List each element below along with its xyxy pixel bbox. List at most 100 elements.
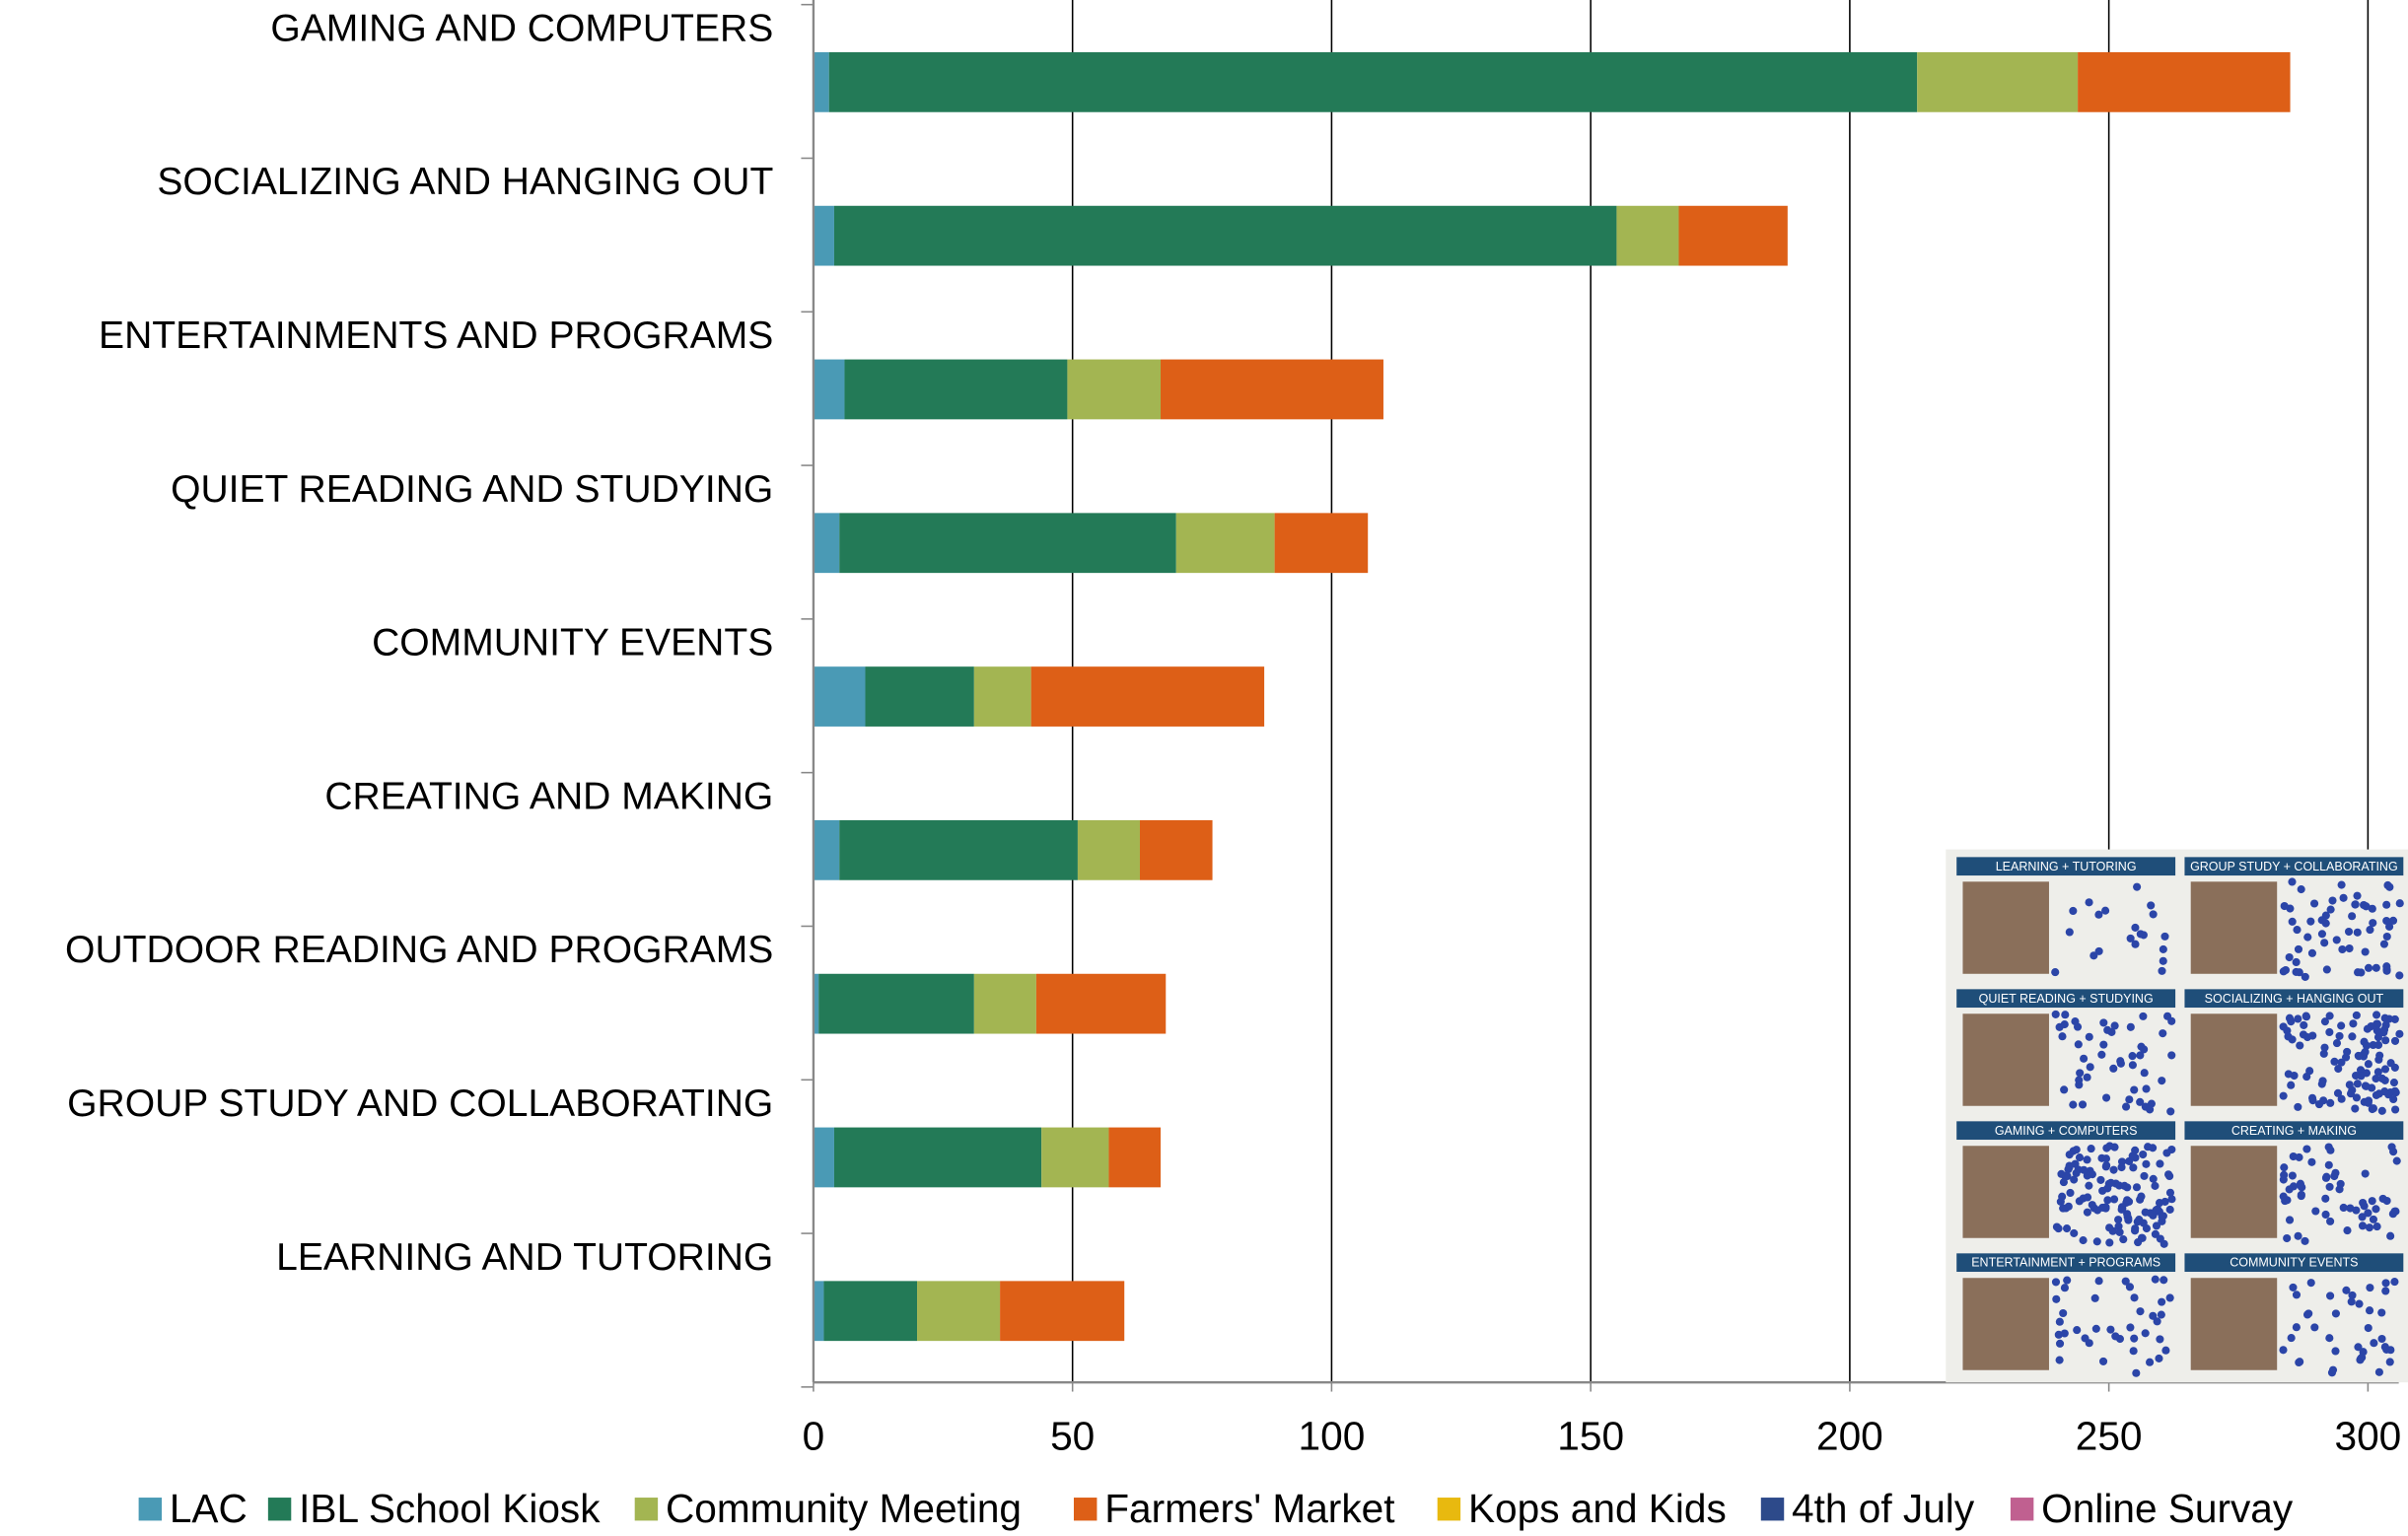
dot [2165, 1188, 2175, 1197]
dot [2377, 1074, 2386, 1082]
dot [2353, 928, 2362, 937]
dot [2326, 1146, 2335, 1154]
bar-segment [813, 666, 866, 727]
dot [2294, 1014, 2302, 1023]
dot [2326, 1098, 2335, 1107]
panel-photo [1962, 1013, 2049, 1106]
dot [2321, 1173, 2331, 1182]
dot [2149, 1174, 2158, 1183]
dot [2345, 943, 2354, 953]
dot [2378, 1194, 2387, 1203]
panel-header [2184, 1253, 2404, 1273]
legend-swatch [634, 1498, 659, 1521]
dot [2299, 1030, 2308, 1039]
dot [2358, 1222, 2368, 1230]
dot [2352, 1206, 2361, 1215]
dot [2105, 1223, 2114, 1232]
dot [2352, 1071, 2361, 1081]
dot [2302, 1073, 2311, 1082]
dot [2165, 1205, 2174, 1214]
bar-segment [1077, 819, 1140, 880]
dot [2379, 940, 2388, 948]
dot [2119, 1235, 2128, 1244]
dot [2136, 1097, 2145, 1106]
dot [2361, 1169, 2370, 1178]
dot [2338, 944, 2347, 954]
dot [2389, 1079, 2398, 1087]
dot [2069, 906, 2078, 916]
panel-label: LEARNING + TUTORING [1996, 860, 2137, 873]
dot [2160, 932, 2169, 941]
dot [2348, 1291, 2357, 1299]
panel-header [1956, 1253, 2176, 1273]
dot [2156, 1159, 2164, 1168]
dot [2300, 1020, 2308, 1029]
dot [2279, 1192, 2288, 1201]
dot [2120, 1181, 2129, 1190]
dot [2125, 1283, 2134, 1292]
dot [2110, 1021, 2119, 1030]
dot [2080, 1054, 2089, 1063]
legend-swatch [1760, 1498, 1785, 1521]
dot [2321, 1210, 2330, 1220]
legend-swatch [138, 1498, 163, 1521]
dot [2103, 1184, 2112, 1193]
panel-header [1956, 989, 2176, 1009]
dot [2159, 944, 2167, 953]
dot [2131, 923, 2140, 932]
dot [2373, 1040, 2383, 1050]
dot [2167, 1016, 2176, 1025]
x-tick-label: 50 [1050, 1414, 1095, 1459]
dot [2324, 1160, 2333, 1169]
dot [2348, 912, 2357, 921]
dot [2362, 1069, 2371, 1078]
dot [2339, 1203, 2348, 1213]
dot [2379, 1025, 2389, 1034]
dot [2325, 1334, 2334, 1343]
bar-segment [917, 1281, 1001, 1342]
dot [2328, 896, 2337, 905]
dot [2380, 1013, 2389, 1022]
dot [2080, 1165, 2089, 1174]
dot [2310, 1323, 2319, 1332]
dot [2361, 1082, 2370, 1090]
panel-photo [2190, 1278, 2278, 1370]
dot [2381, 1036, 2390, 1045]
dot [2314, 1100, 2324, 1109]
dot [2158, 1297, 2166, 1306]
dot [2292, 1291, 2302, 1299]
dot [2287, 1334, 2296, 1343]
bar-segment [865, 666, 974, 727]
category-label: GROUP STUDY AND COLLABORATING [67, 1082, 773, 1125]
dot [2372, 1090, 2380, 1099]
dot [2285, 1185, 2294, 1194]
dot [2317, 1080, 2326, 1088]
dot [2130, 1085, 2139, 1094]
dot [2320, 1043, 2329, 1052]
panel-label: SOCIALIZING + HANGING OUT [2205, 992, 2384, 1006]
dot [2157, 1310, 2165, 1319]
x-tick-label: 100 [1299, 1414, 1366, 1459]
dot [2098, 1357, 2108, 1365]
dot [2386, 1059, 2395, 1068]
dot [2088, 1170, 2096, 1179]
dot [2106, 1325, 2115, 1334]
dot [2133, 882, 2142, 891]
dot [2373, 1026, 2381, 1035]
bar-segment [818, 973, 974, 1034]
dot [2380, 1065, 2390, 1074]
dot [2128, 1052, 2137, 1061]
dot [2142, 1224, 2151, 1233]
legend-swatch [2010, 1498, 2034, 1521]
x-tick-label: 250 [2076, 1414, 2143, 1459]
dot [2319, 1049, 2328, 1058]
category-label: ENTERTAINMENTS AND PROGRAMS [99, 314, 773, 357]
dot [2167, 1051, 2176, 1060]
dot [2369, 1215, 2377, 1223]
dot [2284, 1032, 2293, 1041]
dot [2332, 1039, 2342, 1048]
dot [2081, 1334, 2089, 1343]
dot [2115, 1227, 2124, 1236]
dot [2137, 1233, 2147, 1242]
